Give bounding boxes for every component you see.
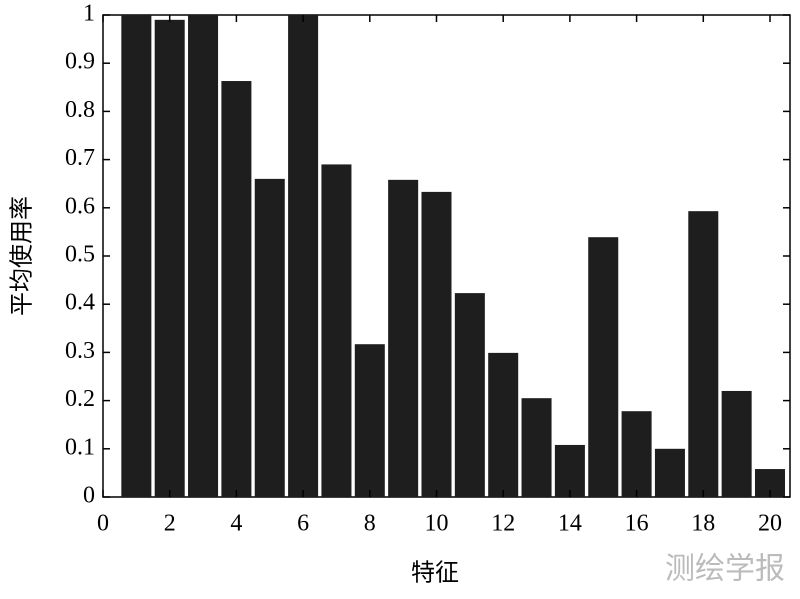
bar bbox=[354, 344, 385, 497]
x-tick-label: 6 bbox=[297, 511, 309, 537]
y-tick-label: 0.6 bbox=[65, 193, 95, 219]
bar bbox=[188, 15, 219, 497]
bar bbox=[154, 19, 185, 497]
x-tick-label: 2 bbox=[164, 511, 176, 537]
x-tick-label: 12 bbox=[491, 511, 515, 537]
bar bbox=[621, 411, 652, 497]
x-tick-label: 8 bbox=[364, 511, 376, 537]
y-tick-label: 0.4 bbox=[65, 290, 95, 316]
y-tick-label: 0.2 bbox=[65, 386, 95, 412]
bar bbox=[721, 390, 752, 497]
bar bbox=[521, 398, 552, 497]
y-tick-label: 0.9 bbox=[65, 49, 95, 75]
bar bbox=[588, 237, 619, 497]
y-tick-label: 1 bbox=[83, 1, 95, 27]
y-tick-label: 0 bbox=[83, 483, 95, 509]
y-axis-label: 平均使用率 bbox=[9, 196, 36, 316]
x-axis-label: 特征 bbox=[411, 560, 459, 587]
bar bbox=[254, 178, 285, 497]
x-tick-label: 20 bbox=[758, 511, 782, 537]
y-tick-label: 0.1 bbox=[65, 434, 95, 460]
x-tick-label: 14 bbox=[558, 511, 582, 537]
x-tick-label: 16 bbox=[625, 511, 649, 537]
bar bbox=[688, 211, 719, 497]
bar bbox=[421, 191, 452, 498]
x-tick-label: 4 bbox=[230, 511, 242, 537]
x-tick-label: 0 bbox=[97, 511, 109, 537]
bar bbox=[388, 179, 419, 497]
y-tick-label: 0.8 bbox=[65, 97, 95, 123]
bar bbox=[321, 164, 352, 498]
y-tick-label: 0.7 bbox=[65, 145, 95, 171]
bar bbox=[288, 15, 319, 497]
x-tick-label: 10 bbox=[424, 511, 448, 537]
bar bbox=[488, 352, 519, 497]
bar bbox=[221, 81, 252, 497]
y-tick-label: 0.3 bbox=[65, 338, 95, 364]
y-tick-label: 0.5 bbox=[65, 242, 95, 268]
watermark: 测绘学报 bbox=[665, 552, 785, 587]
bar bbox=[554, 444, 585, 497]
bar bbox=[654, 448, 685, 497]
bar bbox=[454, 293, 485, 497]
x-tick-label: 18 bbox=[691, 511, 715, 537]
bar bbox=[121, 15, 152, 497]
